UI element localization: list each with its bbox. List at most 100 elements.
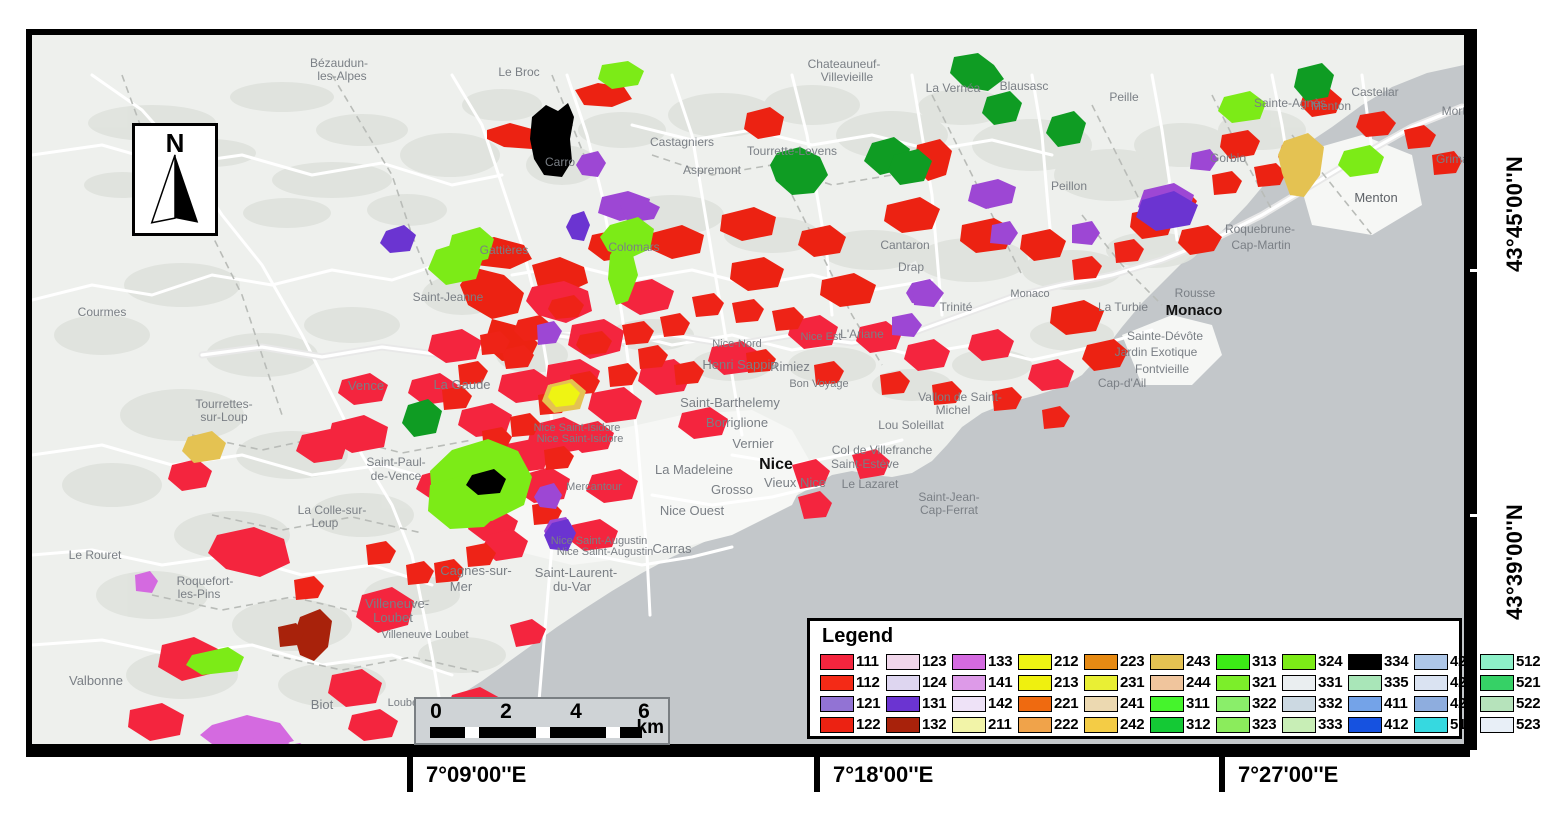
legend-item-323[interactable]: 323 [1216,714,1282,735]
legend-item-241[interactable]: 241 [1084,693,1150,714]
map-frame[interactable]: Bézaudun-les-Alpes Le Broc Chateauneuf- Vil… [26,29,1470,750]
map-place-label: Jardin Exotique [1115,345,1198,359]
legend-label-124: 124 [922,674,947,691]
map-place-label: Saint-Paul- [366,455,425,469]
legend-item-423[interactable]: 423 [1414,693,1480,714]
legend-item-324[interactable]: 324 [1282,651,1348,672]
legend-swatch-321 [1216,674,1250,691]
map-place-label: Valbonne [69,673,123,688]
legend-item-334[interactable]: 334 [1348,651,1414,672]
map-place-label: Cap-d'Ail [1098,376,1146,390]
map-canvas[interactable]: Bézaudun-les-Alpes Le BrocChateauneuf-Vil… [32,35,1464,744]
legend-item-411[interactable]: 411 [1348,693,1414,714]
legend-item-331[interactable]: 331 [1282,672,1348,693]
lon-tick-left [26,750,407,757]
legend-swatch-132 [886,716,920,733]
legend-label-323: 323 [1252,716,1277,733]
map-place-label: Carras [652,541,692,556]
map-place-label: les-Alpes [317,69,366,83]
legend-item-122[interactable]: 122 [820,714,886,735]
legend-item-213[interactable]: 213 [1018,672,1084,693]
legend-item-421[interactable]: 421 [1414,651,1480,672]
legend-item-243[interactable]: 243 [1150,651,1216,672]
legend-swatch-121 [820,695,854,712]
scale-tick-6: 6 [638,700,650,723]
legend-swatch-111 [820,653,854,670]
lon-label-727: 7°27'00''E [1238,762,1339,787]
legend-item-221[interactable]: 221 [1018,693,1084,714]
legend-item-231[interactable]: 231 [1084,672,1150,693]
lat-label-4345: 43°45'00''N [1502,156,1527,272]
lon-tick-727 [1222,750,1470,757]
legend-item-111[interactable]: 111 [820,651,886,672]
map-place-label: Villevieille [821,70,874,84]
legend-swatch-411 [1348,695,1382,712]
legend-item-242[interactable]: 242 [1084,714,1150,735]
map-place-label: Nice Saint-Augustin [551,535,648,547]
legend-item-332[interactable]: 332 [1282,693,1348,714]
legend-item-124[interactable]: 124 [886,672,952,693]
map-place-label: Monaco [1010,288,1049,300]
legend-item-133[interactable]: 133 [952,651,1018,672]
legend-item-512[interactable]: 512 [1480,651,1546,672]
map-place-label: Mortola Superio [1442,104,1464,118]
legend-item-131[interactable]: 131 [886,693,952,714]
map-place-label: Monaco [1166,302,1223,319]
legend-label-112: 112 [856,674,880,691]
legend-item-335[interactable]: 335 [1348,672,1414,693]
legend-label-241: 241 [1120,695,1145,712]
map-place-label: Loup [312,516,339,530]
legend-item-321[interactable]: 321 [1216,672,1282,693]
lon-tick-sep-718 [814,750,820,792]
sea-polygon [420,65,1464,744]
map-place-label: Le Lazaret [842,477,899,491]
legend-item-511[interactable]: 511 [1414,714,1480,735]
legend-item-244[interactable]: 244 [1150,672,1216,693]
legend-item-522[interactable]: 522 [1480,693,1546,714]
legend-label-331: 331 [1318,674,1343,691]
legend-swatch-335 [1348,674,1382,691]
lon-tick-sep-709 [407,750,413,792]
legend-item-142[interactable]: 142 [952,693,1018,714]
map-place-label: Loubet [373,610,413,625]
legend-item-322[interactable]: 322 [1216,693,1282,714]
map-place-label: de-Vence [371,469,422,483]
legend-item-523[interactable]: 523 [1480,714,1546,735]
legend-item-112[interactable]: 112 [820,672,886,693]
legend-item-422[interactable]: 422 [1414,672,1480,693]
legend-item-141[interactable]: 141 [952,672,1018,693]
legend-item-121[interactable]: 121 [820,693,886,714]
lon-label-709: 7°09'00''E [426,762,527,787]
place-label-layer: Bézaudun-les-Alpes Le BrocChateauneuf-Vil… [69,56,1464,712]
legend-swatch-123 [886,653,920,670]
legend-swatch-423 [1414,695,1448,712]
legend-swatch-213 [1018,674,1052,691]
map-place-label: Borriglione [706,415,768,430]
legend-label-411: 411 [1384,695,1408,712]
map-place-label: L'Ariane [840,327,884,341]
legend-label-523: 523 [1516,716,1541,733]
polygon-layer-green-313 [402,53,1334,437]
legend-item-222[interactable]: 222 [1018,714,1084,735]
map-place-label: Mercantour [566,481,622,493]
legend-item-412[interactable]: 412 [1348,714,1414,735]
legend-item-333[interactable]: 333 [1282,714,1348,735]
legend-item-211[interactable]: 211 [952,714,1018,735]
legend-label-333: 333 [1318,716,1343,733]
legend-item-132[interactable]: 132 [886,714,952,735]
map-place-label: Biot [311,697,334,712]
legend-item-521[interactable]: 521 [1480,672,1546,693]
legend-item-312[interactable]: 312 [1150,714,1216,735]
legend-item-313[interactable]: 313 [1216,651,1282,672]
map-place-label: Drap [898,260,924,274]
legend-label-511: 511 [1450,716,1474,733]
legend-item-212[interactable]: 212 [1018,651,1084,672]
legend-item-123[interactable]: 123 [886,651,952,672]
map-place-label: Saint-Estève [831,457,899,471]
legend-panel[interactable]: Legend 111 112 121 122 123 124 131 132 133 141 142… [807,618,1541,739]
legend-swatch-333 [1282,716,1316,733]
legend-item-223[interactable]: 223 [1084,651,1150,672]
legend-item-311[interactable]: 311 [1150,693,1216,714]
map-place-label: Trinité [940,300,973,314]
legend-label-522: 522 [1516,695,1541,712]
